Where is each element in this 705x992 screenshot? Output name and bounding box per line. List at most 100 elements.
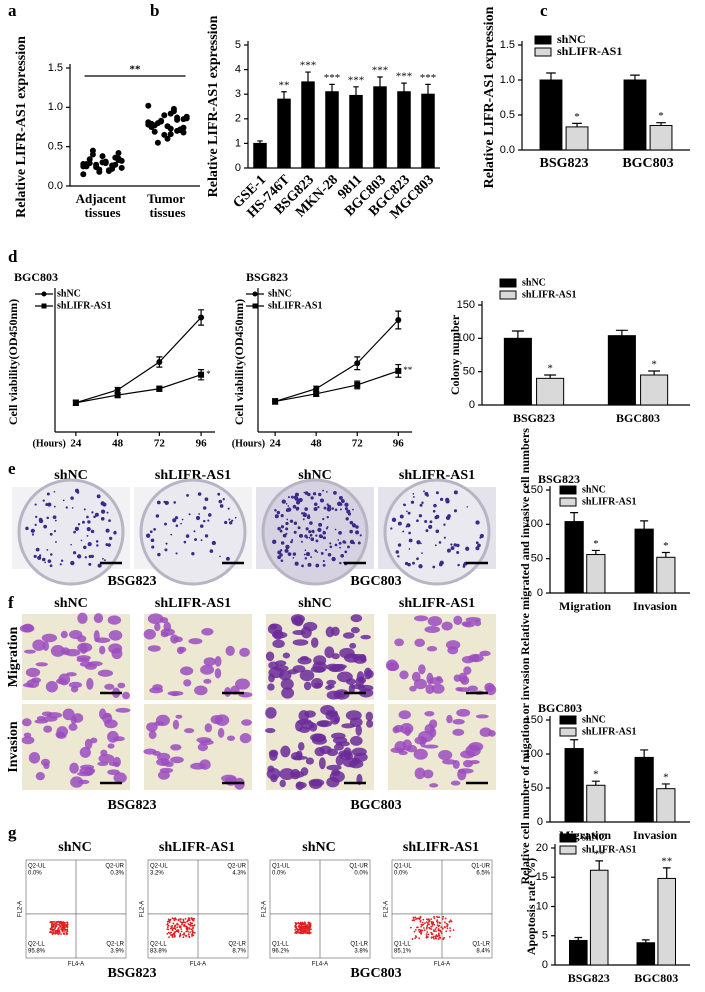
- chart-title: BSG823: [538, 472, 580, 486]
- cell: [331, 769, 341, 776]
- event: [437, 925, 440, 928]
- cell: [204, 723, 213, 733]
- colony: [86, 515, 89, 519]
- cell: [279, 768, 295, 781]
- colony: [338, 541, 342, 545]
- legend-label: shNC: [582, 832, 606, 843]
- colony: [347, 545, 350, 549]
- event: [166, 920, 169, 923]
- cell: [318, 757, 326, 770]
- colony: [94, 512, 99, 517]
- event: [191, 922, 194, 925]
- event: [182, 924, 185, 927]
- panel-label: g: [8, 823, 17, 842]
- event: [420, 932, 423, 935]
- cell: [235, 678, 250, 690]
- error-bar: [353, 86, 359, 96]
- error-bar: [662, 867, 671, 879]
- event: [301, 926, 304, 928]
- colony: [408, 548, 411, 550]
- cell: [292, 665, 306, 673]
- event: [192, 927, 194, 930]
- cell: [339, 741, 350, 747]
- colony: [322, 563, 326, 567]
- x-tick-label: 48: [311, 438, 323, 450]
- event: [173, 927, 175, 930]
- legend-marker: [252, 303, 258, 309]
- event: [300, 932, 302, 935]
- colony: [424, 519, 428, 523]
- cell: [330, 732, 346, 740]
- cell: [21, 718, 32, 727]
- colony: [432, 565, 436, 569]
- colony: [313, 502, 318, 507]
- cell: [265, 728, 276, 734]
- annotation: *: [651, 359, 657, 371]
- quadrant-name: Q1-LR: [472, 942, 490, 948]
- cell: [265, 651, 275, 662]
- event: [306, 926, 309, 929]
- group-label: BGC803: [350, 966, 401, 981]
- event: [433, 923, 436, 926]
- quadrant-value: 3.2%: [150, 871, 164, 877]
- event: [412, 916, 415, 919]
- event: [437, 935, 440, 937]
- y-axis-label: Relative cell number of migation or inva…: [518, 657, 532, 884]
- colony: [418, 514, 423, 518]
- cell: [465, 616, 481, 623]
- cell: [281, 687, 295, 699]
- event: [187, 930, 189, 933]
- data-point: [109, 165, 116, 172]
- cell: [32, 639, 46, 651]
- colony: [280, 514, 284, 518]
- event: [171, 934, 173, 937]
- colony: [307, 562, 312, 567]
- event: [409, 926, 412, 929]
- colony: [312, 492, 317, 496]
- colony: [54, 519, 57, 522]
- cell: [404, 726, 411, 737]
- cell: [359, 654, 367, 662]
- colony: [209, 549, 214, 553]
- colony: [338, 531, 342, 535]
- colony: [432, 509, 436, 513]
- cell: [350, 626, 360, 634]
- cell: [457, 768, 474, 774]
- event: [300, 923, 302, 926]
- cell: [147, 645, 161, 652]
- event: [428, 926, 430, 929]
- y-tick-label: 0.0: [48, 180, 63, 192]
- colony: [202, 506, 207, 510]
- colony: [326, 526, 329, 529]
- bar: [607, 335, 636, 406]
- colony: [277, 550, 282, 555]
- colony: [291, 538, 294, 541]
- colony: [305, 536, 309, 539]
- error-bar: [641, 939, 650, 943]
- annotation: ***: [348, 74, 365, 86]
- colony: [475, 541, 479, 545]
- cell: [19, 624, 35, 633]
- event: [426, 931, 429, 933]
- group-label: BSG823: [107, 966, 156, 981]
- panel-label: f: [8, 593, 14, 612]
- colony: [34, 523, 37, 527]
- error-bar: [640, 520, 649, 530]
- colony: [55, 541, 57, 543]
- y-tick-label: 0.5: [500, 109, 515, 121]
- event: [438, 921, 441, 924]
- cell: [341, 723, 355, 729]
- colony: [204, 534, 209, 538]
- colony: [419, 503, 423, 507]
- colony: [475, 520, 480, 525]
- colony: [326, 515, 329, 519]
- event: [55, 925, 57, 928]
- colony: [319, 498, 324, 503]
- quadrant-name: Q2-UL: [28, 864, 46, 870]
- event: [413, 919, 416, 922]
- cell: [68, 681, 83, 688]
- event: [189, 925, 192, 927]
- cell: [387, 661, 400, 672]
- quadrant-name: Q2-LR: [228, 942, 246, 948]
- cell: [170, 756, 184, 764]
